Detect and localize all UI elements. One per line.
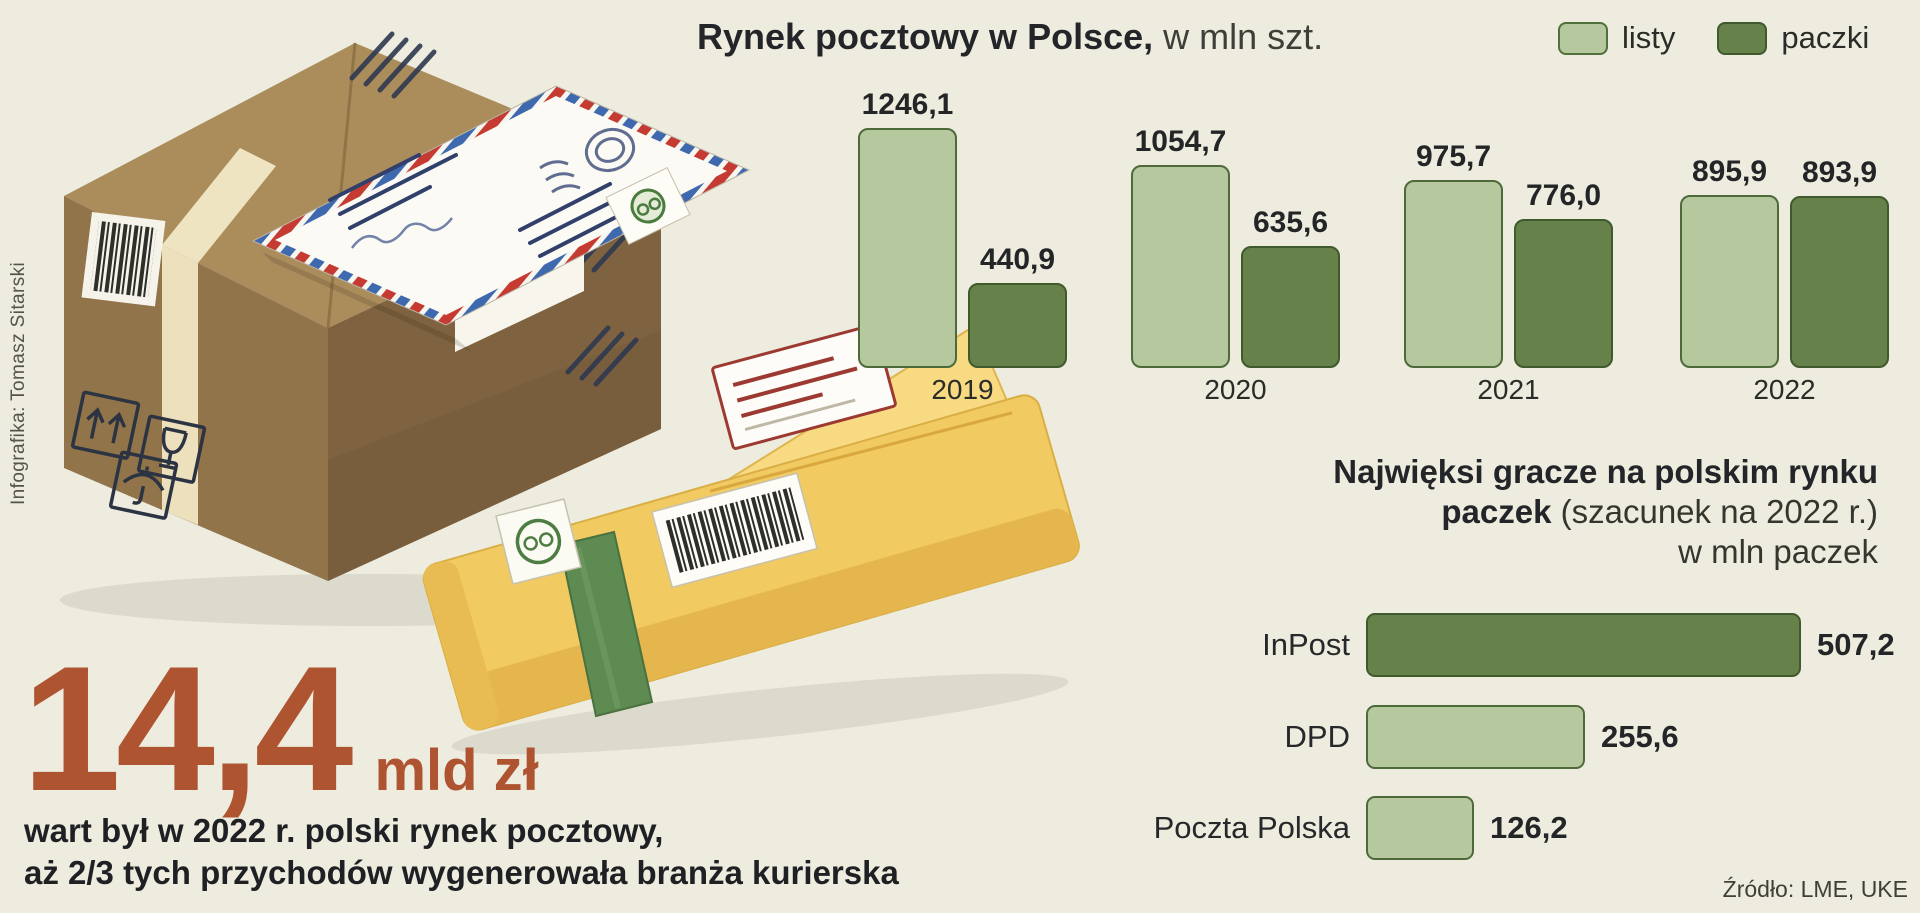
mailer-barcode-label — [651, 472, 818, 589]
bar-value-paczki-2022: 893,9 — [1801, 156, 1878, 189]
hbar-value-Poczta Polska: 126,2 — [1490, 810, 1568, 845]
hbar-value-DPD: 255,6 — [1601, 719, 1679, 754]
legend: listy paczki — [1558, 20, 1869, 56]
bar-value-paczki-2021: 776,0 — [1525, 179, 1602, 212]
legend-item-listy: listy — [1558, 20, 1675, 56]
hbar-label-DPD: DPD — [1284, 719, 1350, 754]
this-side-up-icon — [70, 390, 141, 460]
bar-listy-2020 — [1131, 165, 1230, 368]
legend-swatch-listy — [1558, 21, 1608, 55]
bar-paczki-2021 — [1514, 219, 1613, 368]
fragile-icons — [70, 390, 207, 520]
bar-value-listy-2022: 895,9 — [1691, 155, 1768, 188]
bar-listy-2022 — [1680, 195, 1779, 368]
bar-listy-2019 — [858, 128, 957, 368]
legend-label-listy: listy — [1622, 20, 1676, 55]
address-lines — [328, 153, 635, 258]
postal-market-title: Rynek pocztowy w Polsce, w mln szt. — [697, 16, 1323, 58]
bar-value-paczki-2020: 635,6 — [1252, 206, 1329, 239]
mailer-address-label — [711, 323, 897, 450]
postmark — [539, 127, 636, 194]
headline-unit: mld zł — [374, 738, 539, 803]
hbar-label-Poczta Polska: Poczta Polska — [1153, 810, 1350, 845]
hbar-DPD — [1366, 705, 1585, 769]
legend-item-paczki: paczki — [1717, 20, 1869, 56]
fragile-glass-icon — [136, 414, 207, 484]
legend-swatch-paczki — [1717, 21, 1768, 55]
legend-label-paczki: paczki — [1781, 20, 1870, 55]
airmail-envelope — [251, 85, 751, 352]
parcel-players-title-line2-note: (szacunek na 2022 r.) — [1551, 493, 1878, 530]
box-tape-top — [162, 148, 276, 263]
hbar-Poczta Polska — [1366, 796, 1474, 860]
bar-value-listy-2020: 1054,7 — [1134, 125, 1227, 158]
stamp — [605, 167, 691, 245]
parcel-players-title-line1: Najwięksi gracze na polskim rynku — [1333, 453, 1878, 490]
year-label-2021: 2021 — [1477, 374, 1540, 405]
parcel-players-title-line2-bold: paczek — [1441, 493, 1552, 530]
hbar-label-InPost: InPost — [1262, 627, 1350, 662]
bar-paczki-2022 — [1790, 196, 1889, 368]
bar-value-paczki-2019: 440,9 — [979, 243, 1056, 276]
postal-market-title-bold: Rynek pocztowy w Polsce, — [697, 16, 1154, 57]
source-note: Źródło: LME, UKE — [1722, 876, 1908, 902]
headline-value: 14,4 — [22, 629, 353, 828]
bar-listy-2021 — [1404, 180, 1503, 368]
hbar-InPost — [1366, 613, 1801, 677]
parcel-players-title: Najwięksi gracze na polskim rynku paczek… — [1333, 452, 1878, 572]
year-label-2020: 2020 — [1204, 374, 1267, 405]
mailer-stamp-label — [495, 498, 582, 585]
hbar-value-InPost: 507,2 — [1817, 627, 1895, 662]
headline-subline-2: aż 2/3 tych przychodów wygenerowała bran… — [24, 854, 899, 891]
parcel-illustration — [60, 31, 1080, 755]
year-label-2022: 2022 — [1753, 374, 1816, 405]
parcel-players-title-unit: w mln paczek — [1678, 533, 1878, 570]
headline: 14,4 mld zł — [22, 640, 539, 818]
credit-vertical: Infografika: Tomasz Sitarski — [8, 261, 29, 505]
year-label-2019: 2019 — [931, 374, 994, 405]
mailer-shadow — [451, 673, 1069, 755]
keep-dry-umbrella-icon — [108, 450, 179, 520]
box-barcode-label — [81, 212, 166, 307]
bar-value-listy-2019: 1246,1 — [861, 88, 954, 121]
postal-market-title-unit: w mln szt. — [1153, 16, 1324, 57]
yellow-mailer — [422, 323, 1080, 731]
bar-paczki-2020 — [1241, 246, 1340, 368]
headline-subline-1: wart był w 2022 r. polski rynek pocztowy… — [24, 812, 664, 849]
handwriting-scribble — [350, 217, 453, 249]
bar-value-listy-2021: 975,7 — [1415, 140, 1492, 173]
bar-paczki-2019 — [968, 283, 1067, 368]
